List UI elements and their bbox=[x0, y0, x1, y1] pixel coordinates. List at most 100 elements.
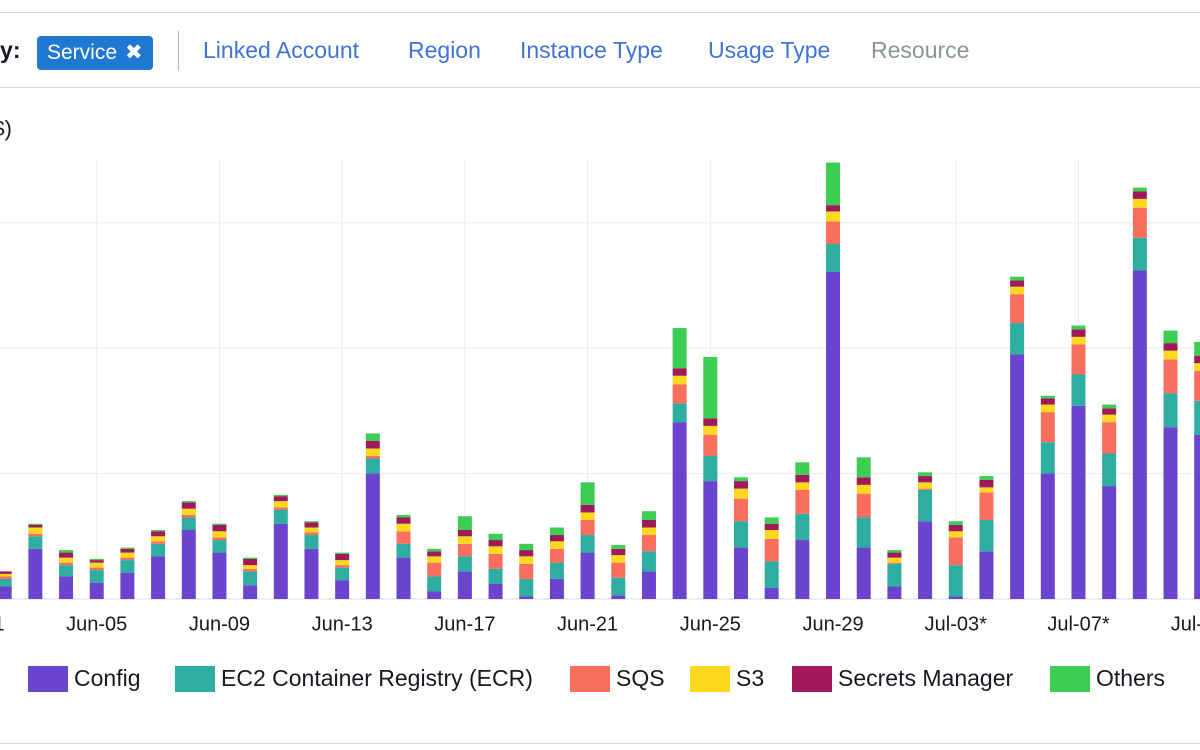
bar-segment bbox=[304, 527, 319, 533]
legend-swatch bbox=[792, 666, 832, 692]
bar-segment bbox=[1071, 405, 1086, 599]
bar-segment bbox=[948, 531, 963, 538]
bar-segment bbox=[611, 595, 626, 599]
bar-segment bbox=[59, 562, 74, 566]
bar-segment bbox=[764, 538, 779, 562]
bar-segment bbox=[519, 596, 534, 599]
legend-label: S3 bbox=[736, 665, 764, 691]
selected-chip[interactable]: Service ✖ bbox=[37, 36, 153, 70]
bar-segment bbox=[28, 536, 43, 549]
bar-segment bbox=[887, 563, 902, 587]
bar-segment bbox=[887, 552, 902, 558]
bar-segment bbox=[887, 557, 902, 563]
bar-segment bbox=[457, 543, 472, 557]
group-option[interactable]: Region bbox=[408, 37, 481, 63]
bar-segment bbox=[1010, 354, 1025, 599]
bar-segment bbox=[365, 458, 380, 474]
bar-segment bbox=[0, 573, 12, 577]
bar-segment bbox=[826, 271, 841, 599]
bar-segment bbox=[672, 375, 687, 385]
bar-segment bbox=[120, 560, 135, 573]
bar-segment bbox=[28, 548, 43, 599]
bar-segment bbox=[1040, 412, 1055, 443]
bar-segment bbox=[335, 560, 350, 566]
x-tick-label: Jun-13 bbox=[312, 613, 373, 635]
bar-segment bbox=[304, 521, 319, 523]
group-option[interactable]: Instance Type bbox=[520, 37, 663, 63]
bar-segment bbox=[488, 546, 503, 554]
bar-segment bbox=[1163, 359, 1178, 394]
bar-segment bbox=[826, 221, 841, 245]
bar-segment bbox=[59, 550, 74, 553]
bar-segment bbox=[580, 519, 595, 536]
bar-segment bbox=[948, 521, 963, 525]
x-tick-label: Jun-29 bbox=[802, 613, 863, 635]
bar-segment bbox=[243, 568, 258, 572]
bar-segment bbox=[243, 565, 258, 569]
group-option[interactable]: Linked Account bbox=[203, 37, 360, 63]
bar-segment bbox=[1040, 442, 1055, 474]
bar-segment bbox=[1040, 395, 1055, 399]
x-tick-label: Jun-25 bbox=[680, 613, 741, 635]
chip-remove[interactable]: ✖ bbox=[125, 41, 143, 64]
bar-segment bbox=[672, 368, 687, 376]
bar-segment bbox=[549, 562, 564, 579]
bar-segment bbox=[181, 501, 196, 503]
x-tick-label: Jul-07* bbox=[1047, 613, 1109, 635]
bar-segment bbox=[519, 578, 534, 597]
bar-segment bbox=[151, 536, 166, 542]
bar-segment bbox=[212, 537, 227, 541]
legend-swatch bbox=[1050, 666, 1090, 692]
bar-segment bbox=[795, 513, 810, 541]
bar-segment bbox=[181, 514, 196, 518]
bar-segment bbox=[0, 586, 12, 599]
bar-segment bbox=[979, 519, 994, 552]
bar-segment bbox=[457, 536, 472, 544]
bar-segment bbox=[764, 517, 779, 524]
bar-segment bbox=[181, 508, 196, 515]
bar-segment bbox=[703, 434, 718, 457]
bar-segment bbox=[243, 557, 258, 559]
bar-segment bbox=[641, 571, 656, 599]
bar-segment bbox=[212, 523, 227, 525]
bar-segment bbox=[151, 556, 166, 599]
bar-segment bbox=[335, 553, 350, 561]
bar-segment bbox=[1040, 404, 1055, 413]
bar-segment bbox=[365, 433, 380, 441]
bar-segment bbox=[979, 479, 994, 488]
bar-segment bbox=[764, 530, 779, 539]
bar-segment bbox=[1194, 400, 1200, 435]
bar-segment bbox=[918, 488, 933, 490]
bar-segment bbox=[28, 523, 43, 525]
bar-segment bbox=[549, 527, 564, 536]
bar-segment bbox=[611, 555, 626, 563]
bar-segment bbox=[396, 514, 411, 518]
bar-segment bbox=[243, 558, 258, 566]
legend-swatch bbox=[690, 666, 730, 692]
bar-segment bbox=[1163, 427, 1178, 599]
bar-segment bbox=[89, 562, 104, 568]
bar-segment bbox=[1040, 398, 1055, 405]
legend-swatch bbox=[570, 666, 610, 692]
bar-segment bbox=[28, 524, 43, 528]
bar-segment bbox=[672, 328, 687, 369]
bar-segment bbox=[703, 418, 718, 426]
bar-segment bbox=[1102, 486, 1117, 599]
bar-segment bbox=[365, 473, 380, 599]
bar-segment bbox=[273, 523, 288, 599]
bar-segment bbox=[488, 568, 503, 584]
bar-segment bbox=[427, 591, 442, 599]
bar-segment bbox=[304, 535, 319, 549]
group-option[interactable]: Usage Type bbox=[708, 37, 831, 63]
bar-segment bbox=[273, 507, 288, 510]
bar-segment bbox=[734, 498, 748, 522]
bar-segment bbox=[0, 578, 12, 587]
bar-segment bbox=[212, 540, 227, 553]
divider bbox=[178, 31, 179, 71]
bar-segment bbox=[1102, 422, 1117, 454]
bar-segment bbox=[734, 488, 748, 499]
bar-segment bbox=[979, 551, 994, 599]
bar-segment bbox=[795, 489, 810, 514]
bar-segment bbox=[28, 527, 43, 534]
